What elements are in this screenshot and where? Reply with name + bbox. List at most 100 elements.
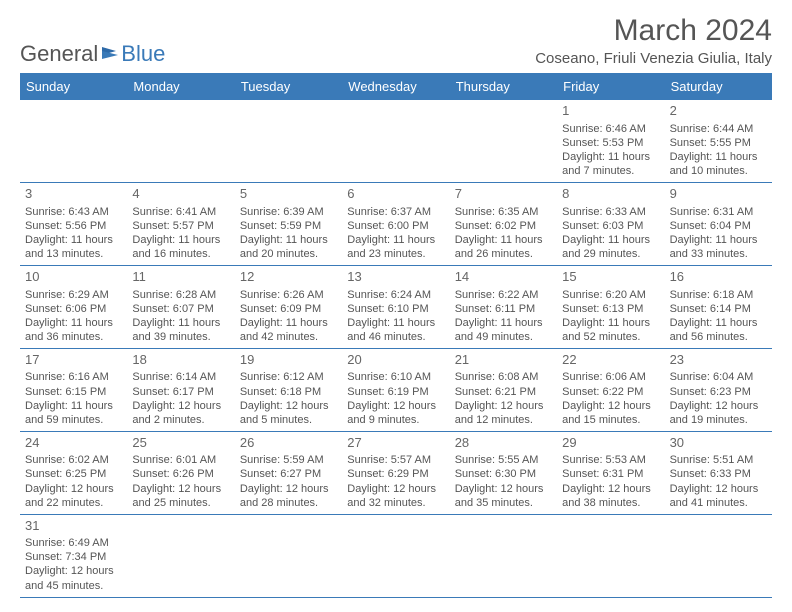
sunset-text: Sunset: 5:57 PM: [132, 219, 229, 233]
calendar-day: 5Sunrise: 6:39 AMSunset: 5:59 PMDaylight…: [235, 183, 342, 265]
calendar-day: 29Sunrise: 5:53 AMSunset: 6:31 PMDayligh…: [557, 432, 664, 514]
daylight-text: and 29 minutes.: [562, 247, 659, 261]
sunrise-text: Sunrise: 5:51 AM: [670, 453, 767, 467]
daylight-text: and 36 minutes.: [25, 330, 122, 344]
daylight-text: Daylight: 12 hours: [562, 399, 659, 413]
title-block: March 2024 Coseano, Friuli Venezia Giuli…: [535, 14, 772, 67]
daylight-text: and 39 minutes.: [132, 330, 229, 344]
calendar-day-header: Sunday Monday Tuesday Wednesday Thursday…: [20, 73, 772, 100]
day-number: 14: [455, 269, 552, 286]
calendar-day-empty: [235, 100, 342, 182]
day-number: 5: [240, 186, 337, 203]
sunset-text: Sunset: 6:14 PM: [670, 302, 767, 316]
sunrise-text: Sunrise: 6:18 AM: [670, 288, 767, 302]
daylight-text: and 45 minutes.: [25, 579, 122, 593]
calendar-day: 13Sunrise: 6:24 AMSunset: 6:10 PMDayligh…: [342, 266, 449, 348]
day-number: 4: [132, 186, 229, 203]
sunset-text: Sunset: 6:26 PM: [132, 467, 229, 481]
sunset-text: Sunset: 6:21 PM: [455, 385, 552, 399]
day-number: 19: [240, 352, 337, 369]
daylight-text: and 38 minutes.: [562, 496, 659, 510]
daylight-text: and 10 minutes.: [670, 164, 767, 178]
day-header-monday: Monday: [127, 73, 234, 100]
sunset-text: Sunset: 5:53 PM: [562, 136, 659, 150]
daylight-text: and 5 minutes.: [240, 413, 337, 427]
day-number: 20: [347, 352, 444, 369]
daylight-text: and 15 minutes.: [562, 413, 659, 427]
daylight-text: Daylight: 12 hours: [25, 564, 122, 578]
calendar-day-empty: [342, 100, 449, 182]
sunrise-text: Sunrise: 6:29 AM: [25, 288, 122, 302]
sunrise-text: Sunrise: 6:49 AM: [25, 536, 122, 550]
calendar-day: 15Sunrise: 6:20 AMSunset: 6:13 PMDayligh…: [557, 266, 664, 348]
calendar-day: 27Sunrise: 5:57 AMSunset: 6:29 PMDayligh…: [342, 432, 449, 514]
sunrise-text: Sunrise: 6:35 AM: [455, 205, 552, 219]
sunset-text: Sunset: 6:07 PM: [132, 302, 229, 316]
calendar-day: 11Sunrise: 6:28 AMSunset: 6:07 PMDayligh…: [127, 266, 234, 348]
sunset-text: Sunset: 5:56 PM: [25, 219, 122, 233]
daylight-text: Daylight: 12 hours: [240, 482, 337, 496]
sunset-text: Sunset: 6:02 PM: [455, 219, 552, 233]
header: General Blue March 2024 Coseano, Friuli …: [20, 14, 772, 67]
daylight-text: Daylight: 11 hours: [455, 316, 552, 330]
sunrise-text: Sunrise: 6:20 AM: [562, 288, 659, 302]
daylight-text: and 46 minutes.: [347, 330, 444, 344]
sunset-text: Sunset: 6:23 PM: [670, 385, 767, 399]
daylight-text: Daylight: 12 hours: [670, 482, 767, 496]
day-number: 26: [240, 435, 337, 452]
day-number: 25: [132, 435, 229, 452]
daylight-text: Daylight: 11 hours: [562, 233, 659, 247]
sunrise-text: Sunrise: 6:37 AM: [347, 205, 444, 219]
sunrise-text: Sunrise: 5:53 AM: [562, 453, 659, 467]
flag-icon: [100, 45, 120, 63]
calendar-day: 10Sunrise: 6:29 AMSunset: 6:06 PMDayligh…: [20, 266, 127, 348]
brand-logo: General Blue: [20, 41, 165, 67]
sunset-text: Sunset: 6:29 PM: [347, 467, 444, 481]
sunset-text: Sunset: 6:22 PM: [562, 385, 659, 399]
sunset-text: Sunset: 6:19 PM: [347, 385, 444, 399]
calendar-day-empty: [665, 515, 772, 597]
daylight-text: Daylight: 11 hours: [25, 399, 122, 413]
calendar-day-empty: [20, 100, 127, 182]
day-number: 10: [25, 269, 122, 286]
calendar-day: 17Sunrise: 6:16 AMSunset: 6:15 PMDayligh…: [20, 349, 127, 431]
daylight-text: Daylight: 12 hours: [25, 482, 122, 496]
daylight-text: and 13 minutes.: [25, 247, 122, 261]
daylight-text: Daylight: 11 hours: [132, 316, 229, 330]
sunset-text: Sunset: 6:30 PM: [455, 467, 552, 481]
day-number: 15: [562, 269, 659, 286]
brand-part1: General: [20, 41, 98, 67]
month-title: March 2024: [535, 14, 772, 48]
daylight-text: Daylight: 11 hours: [132, 233, 229, 247]
day-number: 27: [347, 435, 444, 452]
sunrise-text: Sunrise: 6:24 AM: [347, 288, 444, 302]
day-number: 22: [562, 352, 659, 369]
calendar-week: 3Sunrise: 6:43 AMSunset: 5:56 PMDaylight…: [20, 183, 772, 266]
brand-part2: Blue: [121, 41, 165, 67]
sunrise-text: Sunrise: 6:31 AM: [670, 205, 767, 219]
daylight-text: Daylight: 11 hours: [240, 233, 337, 247]
calendar-day: 24Sunrise: 6:02 AMSunset: 6:25 PMDayligh…: [20, 432, 127, 514]
sunrise-text: Sunrise: 6:06 AM: [562, 370, 659, 384]
daylight-text: Daylight: 11 hours: [455, 233, 552, 247]
sunset-text: Sunset: 6:15 PM: [25, 385, 122, 399]
daylight-text: and 16 minutes.: [132, 247, 229, 261]
calendar-week: 24Sunrise: 6:02 AMSunset: 6:25 PMDayligh…: [20, 432, 772, 515]
daylight-text: and 19 minutes.: [670, 413, 767, 427]
daylight-text: Daylight: 11 hours: [670, 233, 767, 247]
sunrise-text: Sunrise: 6:44 AM: [670, 122, 767, 136]
day-number: 9: [670, 186, 767, 203]
calendar-day: 8Sunrise: 6:33 AMSunset: 6:03 PMDaylight…: [557, 183, 664, 265]
calendar-day-empty: [557, 515, 664, 597]
sunrise-text: Sunrise: 6:14 AM: [132, 370, 229, 384]
daylight-text: and 12 minutes.: [455, 413, 552, 427]
day-header-wednesday: Wednesday: [342, 73, 449, 100]
day-number: 17: [25, 352, 122, 369]
daylight-text: and 22 minutes.: [25, 496, 122, 510]
sunrise-text: Sunrise: 6:26 AM: [240, 288, 337, 302]
day-number: 30: [670, 435, 767, 452]
daylight-text: Daylight: 11 hours: [562, 150, 659, 164]
day-number: 6: [347, 186, 444, 203]
daylight-text: and 26 minutes.: [455, 247, 552, 261]
calendar-day: 23Sunrise: 6:04 AMSunset: 6:23 PMDayligh…: [665, 349, 772, 431]
